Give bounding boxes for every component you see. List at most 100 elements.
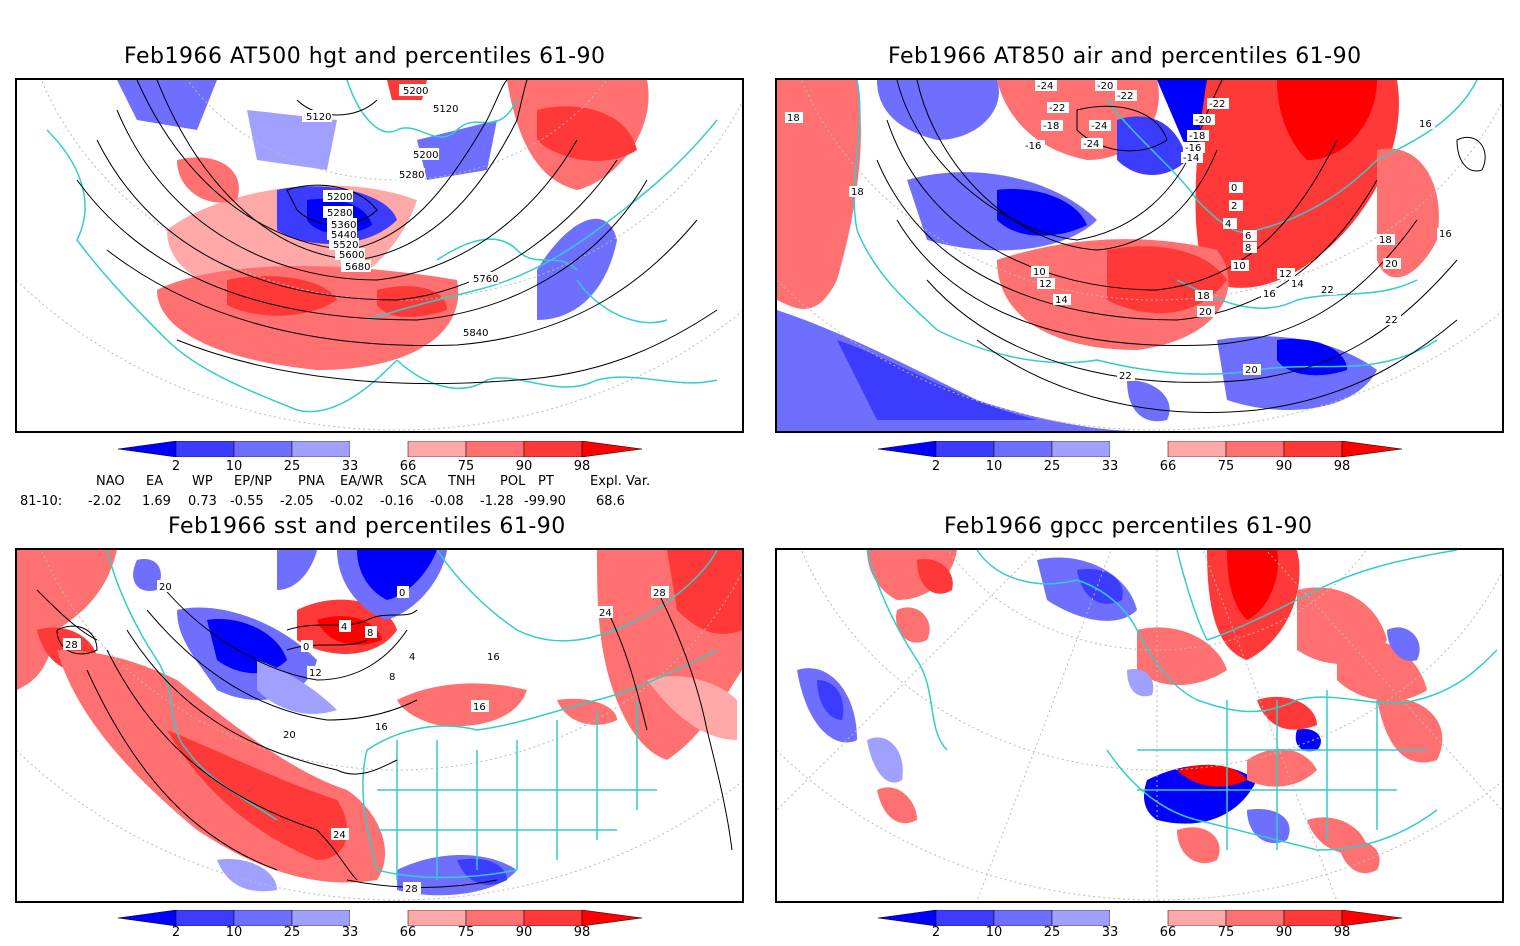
contour-label: -14 [1181, 152, 1203, 164]
svg-text:2: 2 [1231, 201, 1237, 212]
contour-label: 18 [849, 186, 867, 198]
svg-text:22: 22 [1321, 285, 1334, 296]
map-grid [777, 80, 1502, 431]
svg-text:5680: 5680 [345, 262, 370, 273]
svg-text:28: 28 [653, 588, 666, 599]
coastlines [46, 80, 718, 413]
contour-label: -22 [1047, 102, 1069, 114]
contour-label: 8 [387, 670, 399, 683]
contour-label: 16 [1261, 288, 1279, 300]
colorbar-swatches [117, 909, 643, 927]
svg-text:5200: 5200 [413, 150, 438, 161]
svg-text:4: 4 [341, 622, 347, 633]
colorbar-tick: 66 [1159, 925, 1177, 940]
contour-label: 4 [339, 620, 351, 633]
index-header: TNH [448, 474, 476, 489]
svg-text:20: 20 [1199, 307, 1212, 318]
colorbar-tick: 2 [931, 925, 941, 940]
coastlines [866, 550, 1498, 851]
index-value: -0.16 [380, 494, 414, 509]
svg-text:5600: 5600 [339, 250, 364, 261]
svg-text:16: 16 [1439, 229, 1452, 240]
panel-title-2: Feb1966 AT850 air and percentiles 61-90 [888, 44, 1362, 69]
svg-text:24: 24 [599, 608, 612, 619]
percentile-shading [777, 80, 1439, 431]
colorbar-tick: 33 [1101, 925, 1119, 940]
svg-text:16: 16 [487, 652, 500, 663]
contour-label: 0 [397, 586, 409, 599]
coastlines [853, 80, 1478, 375]
contour-label: 5360 [327, 218, 357, 231]
svg-text:20: 20 [1245, 365, 1258, 376]
contour-label: 12 [1037, 278, 1055, 290]
svg-text:-24: -24 [1083, 139, 1099, 150]
index-header: PNA [298, 474, 325, 489]
svg-text:8: 8 [389, 672, 395, 683]
index-header: POL [500, 474, 526, 489]
index-value: 0.73 [188, 494, 217, 509]
svg-text:20: 20 [283, 730, 296, 741]
svg-text:-16: -16 [1185, 143, 1201, 154]
svg-text:20: 20 [159, 582, 172, 593]
contour-label: 6 [1243, 230, 1257, 242]
colorbar-tick: 90 [515, 459, 533, 474]
map-grid [777, 550, 1502, 901]
svg-text:-22: -22 [1117, 91, 1133, 102]
svg-text:22: 22 [1119, 371, 1132, 382]
index-header: EA/WR [340, 474, 384, 489]
contour-label: -16 [1023, 140, 1045, 152]
contour-label: 20 [1383, 258, 1401, 270]
index-header: SCA [400, 474, 427, 489]
contour-label: 0 [1229, 182, 1243, 194]
contour-label: 28 [403, 882, 421, 895]
contour-label: 14 [1053, 294, 1071, 306]
contour-label: 12 [1277, 268, 1295, 280]
colorbar-swatches [877, 909, 1403, 927]
svg-text:16: 16 [1263, 289, 1276, 300]
contour-label: 20 [157, 580, 173, 593]
contour-label: 10 [1031, 266, 1049, 278]
map-panel-sst: 20 24 28 28 0 4 8 12 16 16 16 20 24 28 4… [15, 548, 744, 903]
contour-label: -18 [1041, 120, 1063, 132]
contour-labels: 20 24 28 28 0 4 8 12 16 16 16 20 24 28 4… [63, 580, 669, 895]
index-header: NAO [96, 474, 125, 489]
colorbar-tick: 10 [985, 925, 1003, 940]
contour-label: -16 [1183, 142, 1205, 154]
colorbar-tick: 66 [1159, 459, 1177, 474]
svg-text:8: 8 [367, 628, 373, 639]
contour-label: 18 [1377, 234, 1395, 246]
svg-text:12: 12 [1279, 269, 1292, 280]
svg-text:5280: 5280 [399, 170, 424, 181]
svg-text:18: 18 [851, 187, 864, 198]
colorbar-tick: 75 [1217, 925, 1235, 940]
svg-text:16: 16 [1419, 119, 1432, 130]
svg-text:-18: -18 [1043, 121, 1059, 132]
colorbar-tick: 33 [1101, 459, 1119, 474]
index-header: EA [146, 474, 164, 489]
svg-text:5200: 5200 [403, 86, 428, 97]
colorbar-tick: 33 [341, 459, 359, 474]
contour-label: 24 [597, 606, 613, 619]
colorbar-tick: 10 [225, 459, 243, 474]
height-contours [76, 80, 718, 385]
svg-text:14: 14 [1055, 295, 1068, 306]
svg-text:-20: -20 [1097, 81, 1113, 92]
contour-label: 20 [1197, 306, 1215, 318]
svg-text:18: 18 [787, 113, 800, 124]
contour-label: 16 [1417, 118, 1435, 130]
colorbar-tick: 66 [399, 459, 417, 474]
colorbar-tick: 98 [573, 925, 591, 940]
colorbar-2: 2 10 25 33 66 75 90 98 [877, 440, 1408, 477]
svg-text:10: 10 [1033, 267, 1046, 278]
contour-label: 5520 [329, 238, 359, 251]
svg-text:5840: 5840 [463, 328, 488, 339]
svg-text:12: 12 [309, 668, 322, 679]
contour-labels: 5200 5120 5120 5200 5280 5200 5280 5360 … [302, 84, 499, 339]
index-value: -2.05 [280, 494, 314, 509]
contour-label: 28 [651, 586, 669, 599]
index-value: -0.55 [230, 494, 264, 509]
contour-label: -24 [1081, 138, 1103, 150]
svg-text:22: 22 [1385, 315, 1398, 326]
colorbar-tick: 75 [1217, 459, 1235, 474]
svg-text:6: 6 [1245, 231, 1251, 242]
